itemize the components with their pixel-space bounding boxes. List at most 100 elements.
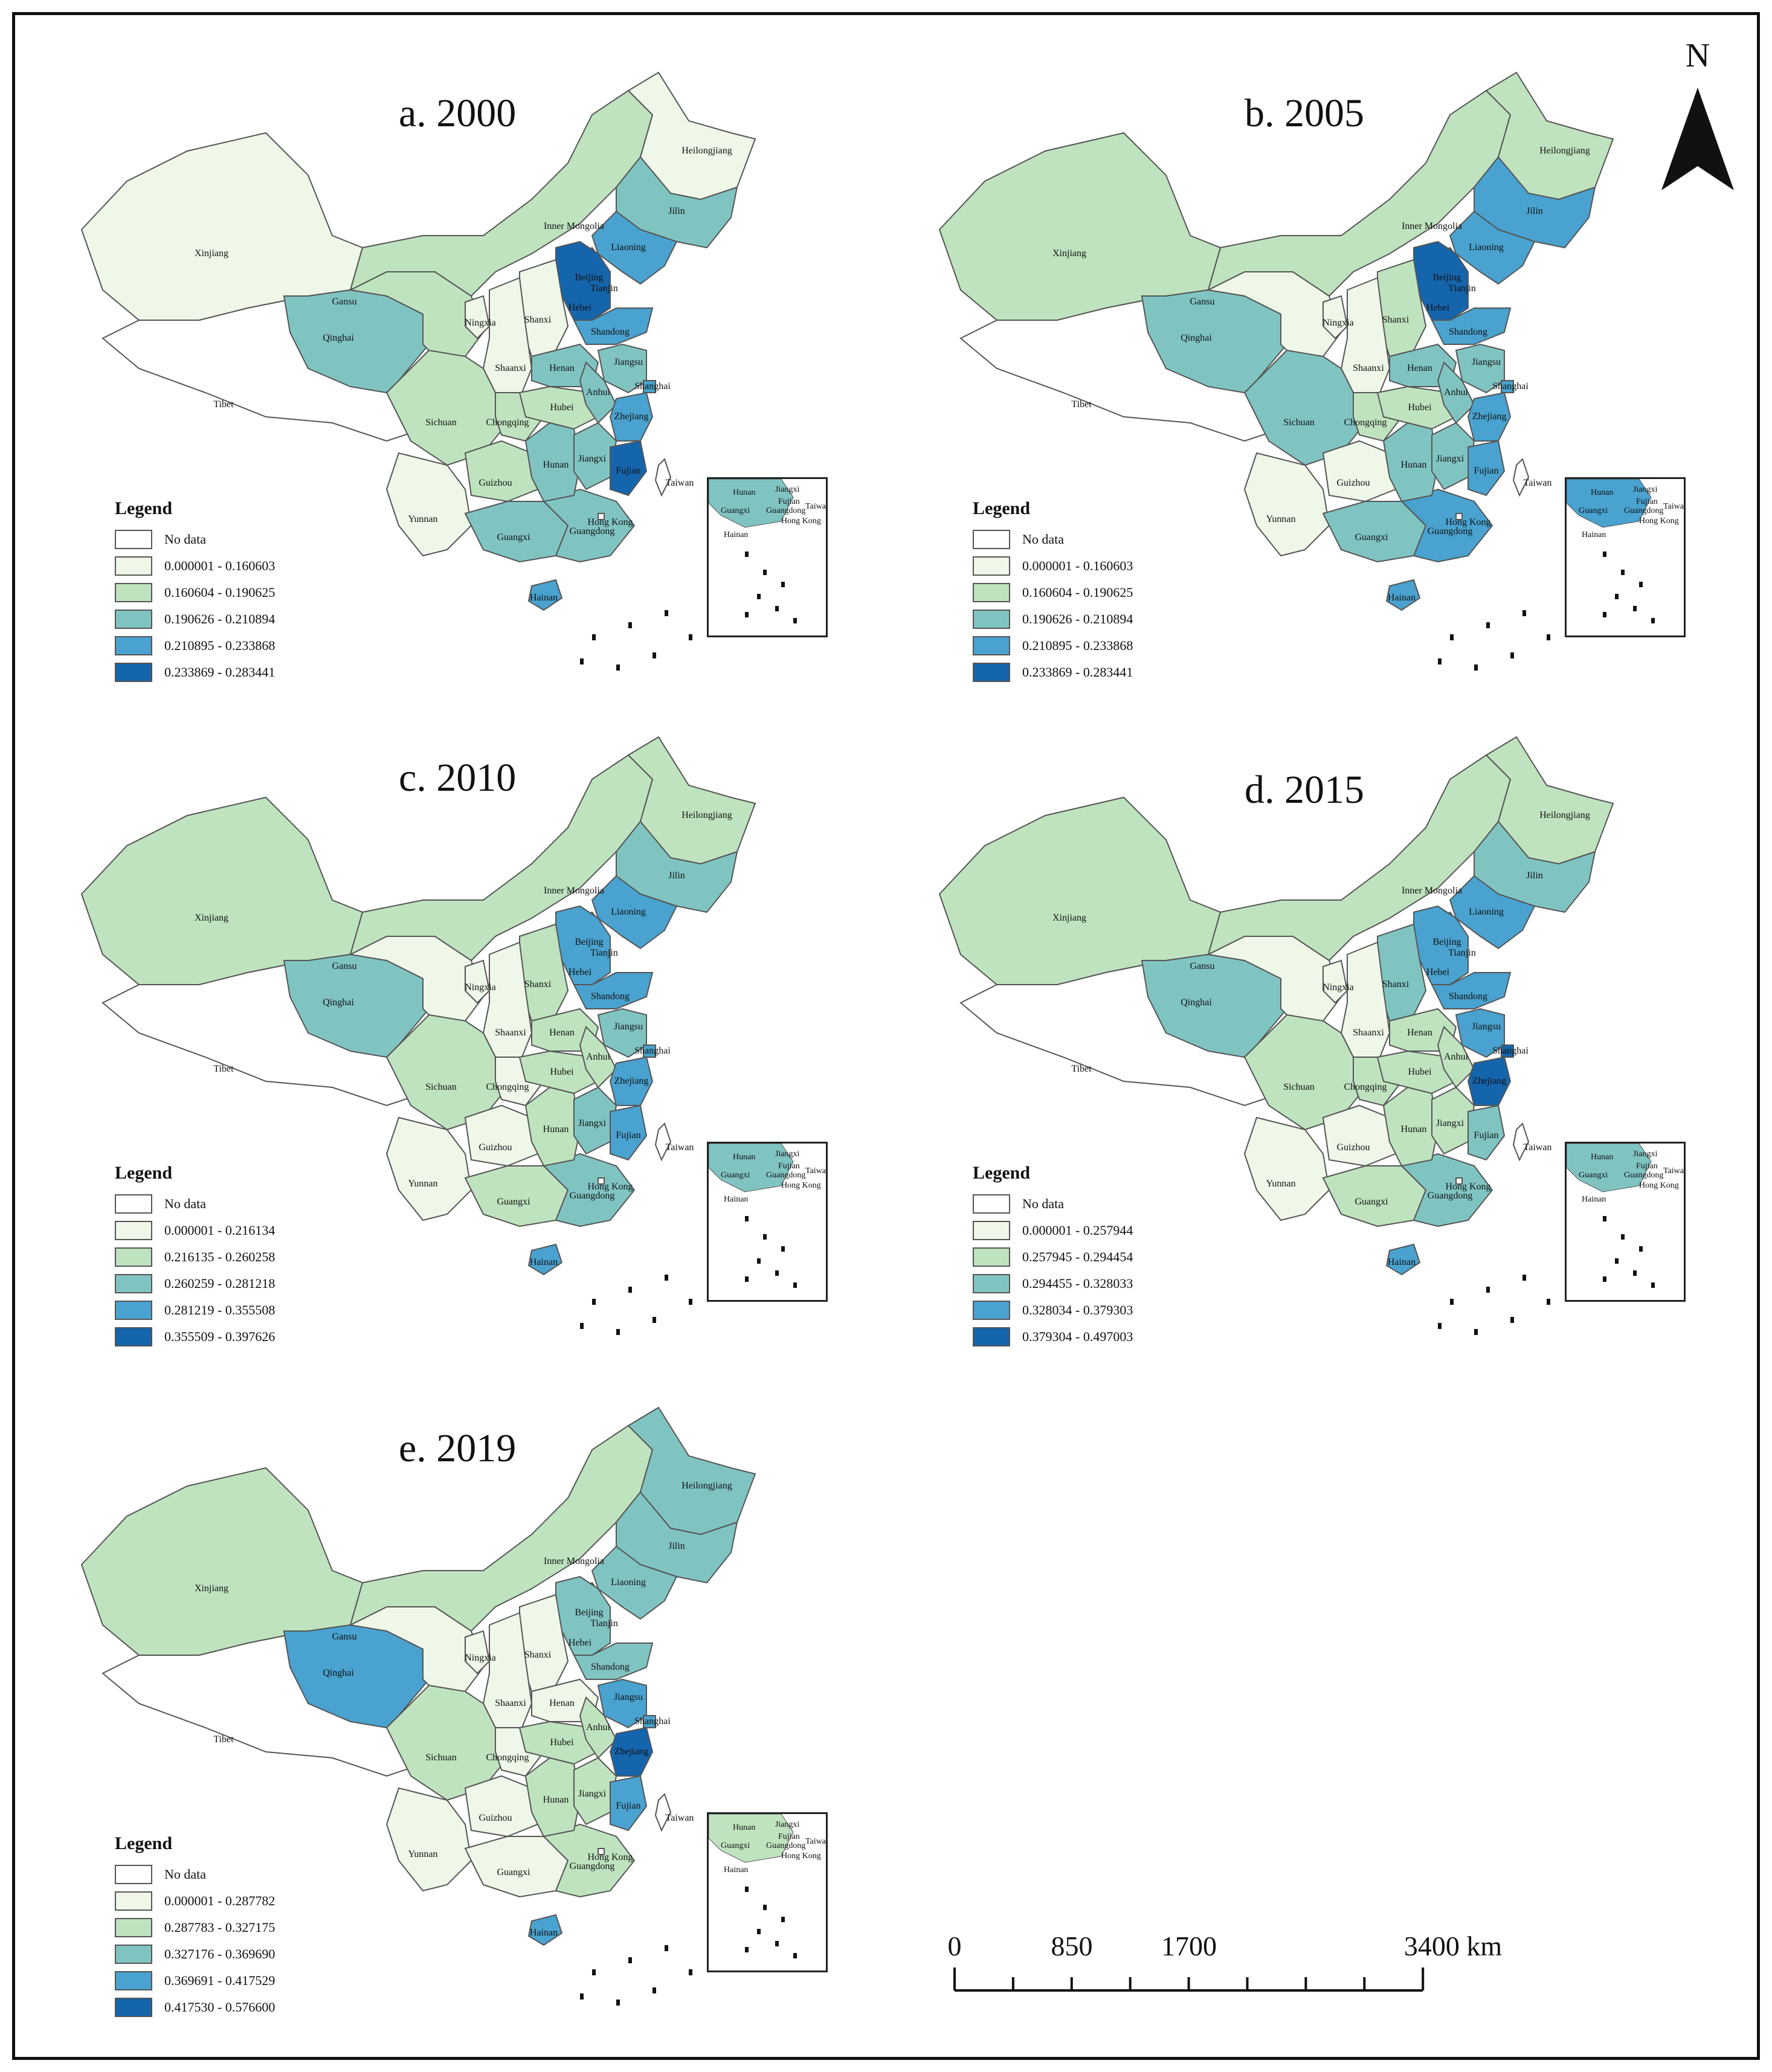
island-mark bbox=[1486, 622, 1490, 628]
province-label: Xinjiang bbox=[195, 1583, 228, 1594]
province-ningxia bbox=[465, 959, 491, 1004]
island-mark bbox=[1621, 1234, 1625, 1240]
legend-row: 0.190626 - 0.210894 bbox=[973, 606, 1133, 632]
province-label: Hong Kong bbox=[587, 1852, 633, 1862]
province-label: Inner Mongolia bbox=[544, 886, 604, 896]
island-mark bbox=[689, 1969, 692, 1975]
province-label: Xinjiang bbox=[1052, 248, 1086, 259]
province-xinjiang bbox=[938, 132, 1222, 321]
legend: Legend No data 0.000001 - 0.160603 0.160604… bbox=[115, 498, 275, 686]
legend-swatch bbox=[973, 1247, 1010, 1267]
inset-label: Hainan bbox=[1582, 530, 1606, 539]
legend-label: 0.287783 - 0.327175 bbox=[164, 1920, 275, 1935]
legend-title: Legend bbox=[115, 498, 173, 518]
island-mark bbox=[652, 1987, 656, 1993]
map-panel-5: e. 2019 Xinjiang Tibet Qinghai Gansu Inner Mo… bbox=[48, 1389, 882, 2042]
legend-title: Legend bbox=[973, 498, 1031, 518]
south-china-sea-inset: Hunan Jiangxi Fujian Guangxi Guangdong Taiwan… bbox=[707, 1812, 828, 1972]
province-qinghai bbox=[283, 289, 430, 394]
province-label: Fujian bbox=[616, 1801, 641, 1811]
legend-swatch bbox=[973, 583, 1010, 602]
province-label: Taiwan bbox=[665, 1813, 694, 1823]
legend: Legend No data 0.000001 - 0.257944 0.257945… bbox=[973, 1163, 1133, 1350]
island-mark bbox=[757, 594, 761, 599]
province-label: Tibet bbox=[1071, 399, 1092, 410]
legend-swatch bbox=[115, 1971, 152, 1990]
inset-label: Hainan bbox=[724, 1195, 749, 1204]
province-label: Zhejiang bbox=[1472, 1076, 1507, 1086]
island-mark bbox=[1603, 612, 1606, 617]
island-mark bbox=[1547, 634, 1550, 640]
legend-swatch bbox=[973, 556, 1010, 576]
inset-label: Taiwan bbox=[805, 1166, 828, 1176]
island-mark bbox=[1486, 1287, 1490, 1293]
inset-label: Hunan bbox=[1591, 1153, 1614, 1162]
province-fujian bbox=[610, 440, 648, 497]
province-label: Sichuan bbox=[425, 417, 457, 428]
north-arrow-icon bbox=[1661, 88, 1734, 190]
legend-row: 0.287783 - 0.327175 bbox=[115, 1914, 275, 1941]
province-label: Tianjin bbox=[590, 1618, 618, 1629]
legend-label: 0.260259 - 0.281218 bbox=[164, 1276, 275, 1291]
province-hubei bbox=[518, 1720, 599, 1765]
province-jilin bbox=[616, 820, 738, 913]
legend-row: No data bbox=[115, 1191, 275, 1217]
island-mark bbox=[763, 1905, 767, 1910]
inset-label: Hong Kong bbox=[781, 516, 821, 526]
panel-title: a. 2000 bbox=[399, 91, 517, 135]
inset-label: Hong Kong bbox=[1639, 1181, 1679, 1190]
province-liaoning bbox=[1449, 210, 1536, 285]
province-ningxia bbox=[1323, 295, 1348, 339]
inset-label: Fujian bbox=[778, 1832, 800, 1841]
legend-row: 0.260259 - 0.281218 bbox=[115, 1270, 275, 1297]
province-label: Shanghai bbox=[1492, 1046, 1529, 1056]
province-label: Hebei bbox=[568, 303, 592, 313]
province-label: Hainan bbox=[529, 593, 558, 603]
scale-bar: 0 850 1700 3400 km bbox=[948, 1930, 1502, 1996]
province-taiwan bbox=[1512, 458, 1530, 497]
legend-label: No data bbox=[1022, 532, 1065, 547]
inset-label: Hong Kong bbox=[781, 1852, 821, 1861]
island-mark bbox=[1639, 582, 1643, 587]
island-mark bbox=[628, 622, 632, 628]
legend-label: 0.210895 - 0.233868 bbox=[1022, 638, 1133, 653]
figure-frame bbox=[12, 12, 1760, 2060]
province-label: Shanxi bbox=[524, 1650, 552, 1660]
legend-label: 0.294455 - 0.328033 bbox=[1022, 1276, 1133, 1291]
province-label: Tianjin bbox=[1448, 948, 1476, 958]
island-mark bbox=[757, 1929, 761, 1934]
island-mark bbox=[665, 1945, 668, 1951]
legend-swatch bbox=[115, 610, 152, 629]
province-jilin bbox=[1474, 156, 1596, 249]
province-label: Jiangxi bbox=[1435, 1118, 1464, 1128]
province-shanghai bbox=[1501, 380, 1514, 393]
legend-label: No data bbox=[164, 532, 207, 547]
island-mark bbox=[1522, 610, 1526, 616]
choropleth-map bbox=[938, 71, 1614, 671]
province-shanghai bbox=[1501, 1044, 1514, 1058]
province-label: Henan bbox=[1407, 363, 1432, 373]
map-panel-4: d. 2015 Xinjiang Tibet Qinghai Gansu Inner Mo… bbox=[906, 719, 1740, 1371]
island-mark bbox=[592, 634, 596, 640]
province-qinghai bbox=[283, 1624, 430, 1729]
island-mark bbox=[628, 1957, 632, 1963]
province-fujian bbox=[610, 1775, 648, 1832]
legend-row: No data bbox=[973, 1191, 1133, 1217]
province-label: Liaoning bbox=[611, 242, 646, 253]
legend-swatch bbox=[115, 663, 152, 682]
legend-label: 0.233869 - 0.283441 bbox=[1022, 664, 1133, 680]
legend-label: 0.355509 - 0.397626 bbox=[164, 1329, 275, 1344]
province-label: Hong Kong bbox=[1445, 1182, 1491, 1192]
inset-label: Guangdong bbox=[766, 1171, 806, 1180]
province-label: Jiangsu bbox=[614, 357, 643, 367]
inset-label: Hong Kong bbox=[781, 1181, 821, 1190]
legend-swatch bbox=[115, 1891, 152, 1911]
province-liaoning bbox=[1449, 875, 1536, 950]
province-label: Fujian bbox=[1474, 1130, 1499, 1141]
province-label: Inner Mongolia bbox=[544, 1556, 604, 1566]
province-label: Guangxi bbox=[497, 1867, 530, 1877]
island-mark bbox=[1603, 552, 1606, 557]
legend-swatch bbox=[115, 1301, 152, 1320]
province-label: Guangxi bbox=[1355, 1197, 1388, 1207]
province-label: Chongqing bbox=[1344, 417, 1387, 428]
